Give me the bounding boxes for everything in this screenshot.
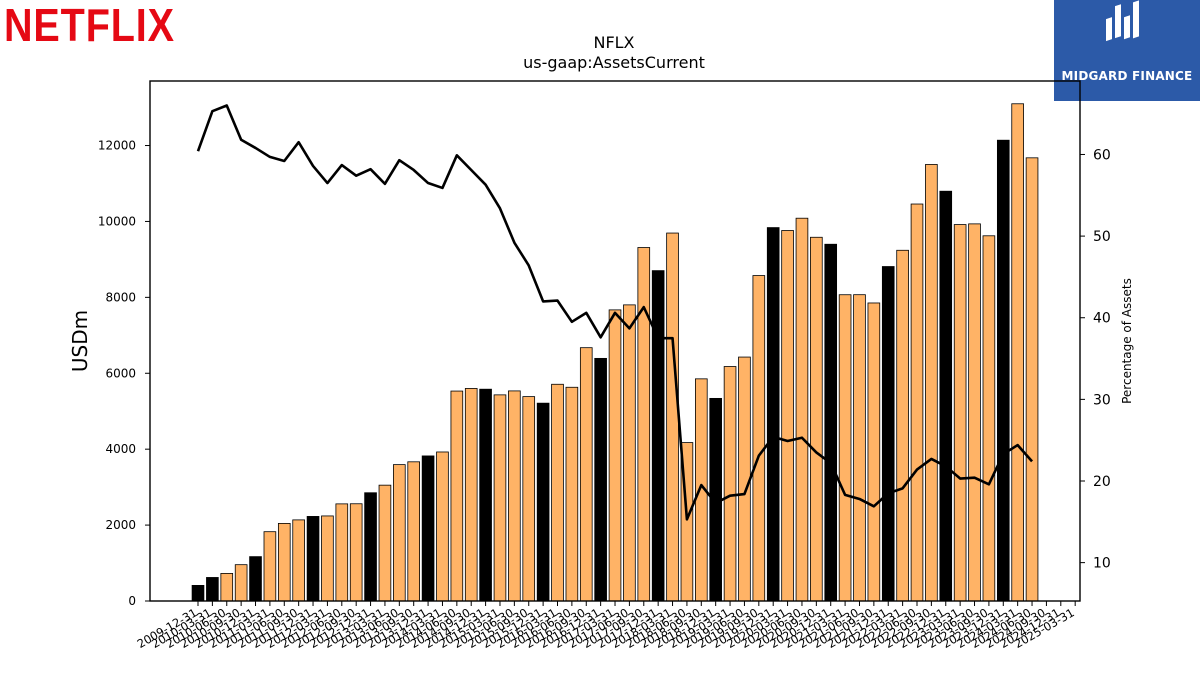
bar-2024-03-31: [1011, 103, 1024, 602]
bar-2020-03-31: [781, 230, 794, 602]
bar-2014-09-30: [464, 388, 478, 602]
y-axis-label: USDm: [68, 310, 92, 372]
chart-subtitle: us-gaap:AssetsCurrent: [523, 53, 705, 72]
bar-2011-12-31: [306, 516, 320, 602]
bar-2018-03-31: [666, 232, 679, 602]
bar-2023-03-31: [953, 224, 967, 602]
bar-2013-12-31: [421, 455, 435, 602]
y-tick-label: 0: [128, 594, 136, 608]
bar-2014-03-31: [436, 451, 449, 602]
bar-2019-06-30: [738, 356, 751, 602]
bar-2020-06-30: [795, 217, 809, 602]
bar-2012-09-30: [349, 503, 363, 602]
bar-2024-06-30: [1025, 157, 1039, 602]
bar-2009-12-31: [191, 585, 205, 602]
bar-2019-09-30: [752, 275, 766, 602]
y-tick-label: 4000: [105, 442, 136, 456]
bar-2022-06-30: [910, 203, 924, 602]
y2-tick-label: 20: [1093, 474, 1111, 490]
bar-2012-03-31: [321, 515, 334, 602]
chart-title: NFLX: [593, 33, 635, 52]
bar-2017-12-31: [651, 270, 665, 602]
bar-2010-03-31: [206, 577, 219, 602]
bar-series: [191, 103, 1039, 602]
bar-2017-06-30: [623, 304, 636, 602]
netflix-logo: NETFLIX: [4, 0, 175, 51]
bar-2021-06-30: [853, 294, 866, 602]
y-tick-label: 2000: [105, 518, 136, 532]
y2-tick-label: 60: [1093, 147, 1111, 163]
bar-2022-03-31: [896, 249, 909, 602]
y-tick-label: 12000: [98, 139, 136, 153]
y-tick-label: 6000: [105, 366, 136, 380]
bar-2016-03-31: [551, 383, 564, 602]
y-tick-label: 10000: [98, 214, 136, 228]
bar-2015-12-31: [536, 402, 550, 602]
bar-2017-03-31: [608, 309, 622, 602]
left-axis-ticks: 0 2000 4000 6000 8000 10000 12000: [98, 139, 150, 608]
x-axis-ticks: 2009-12-312010-03-312010-06-302010-09-30…: [135, 601, 1077, 651]
y2-tick-label: 10: [1093, 556, 1111, 572]
bar-2023-12-31: [996, 139, 1010, 602]
bar-2016-06-30: [565, 386, 579, 602]
bar-2013-03-31: [378, 484, 392, 602]
y2-tick-label: 50: [1093, 229, 1111, 245]
bar-2010-12-31: [249, 556, 262, 602]
bar-2015-06-30: [508, 390, 521, 602]
bar-2021-09-30: [867, 302, 881, 602]
bar-2010-06-30: [220, 573, 234, 602]
bar-2013-06-30: [393, 464, 406, 602]
bar-2020-09-30: [810, 236, 823, 602]
bar-2022-12-31: [939, 190, 953, 602]
bar-2015-09-30: [522, 396, 536, 602]
right-axis-ticks: 10 20 30 40 50 60: [1080, 147, 1111, 572]
bar-2019-12-31: [766, 227, 780, 602]
bar-2011-09-30: [292, 519, 305, 602]
bar-2012-06-30: [335, 503, 349, 602]
bar-2012-12-31: [364, 492, 377, 602]
bar-2016-12-31: [594, 357, 607, 602]
midgard-finance-logo: MIDGARD FINANCE: [1054, 0, 1200, 101]
bar-2011-06-30: [277, 523, 291, 602]
midgard-finance-text: MIDGARD FINANCE: [1061, 69, 1193, 83]
bar-2021-03-31: [838, 294, 852, 602]
bar-2013-09-30: [407, 461, 420, 602]
bar-2023-09-30: [982, 235, 996, 602]
bar-2014-06-30: [450, 390, 464, 602]
bar-2016-09-30: [579, 347, 593, 602]
bar-2011-03-31: [263, 531, 277, 602]
midgard-mark-icon: [1106, 0, 1139, 42]
bar-2015-03-31: [493, 394, 507, 602]
y2-tick-label: 40: [1093, 311, 1111, 327]
y2-tick-label: 30: [1093, 392, 1111, 408]
bar-2014-12-31: [479, 388, 492, 602]
bar-2010-09-30: [234, 564, 248, 602]
bar-2017-09-30: [637, 247, 651, 602]
percentage-line: [196, 104, 1034, 521]
y2-axis-label: Percentage of Assets: [1120, 278, 1134, 404]
bar-2022-09-30: [925, 164, 938, 602]
bar-2019-03-31: [723, 366, 737, 602]
y-tick-label: 8000: [105, 290, 136, 304]
bar-2021-12-31: [881, 266, 895, 602]
bar-2020-12-31: [824, 243, 838, 602]
bar-2023-06-30: [968, 223, 981, 602]
